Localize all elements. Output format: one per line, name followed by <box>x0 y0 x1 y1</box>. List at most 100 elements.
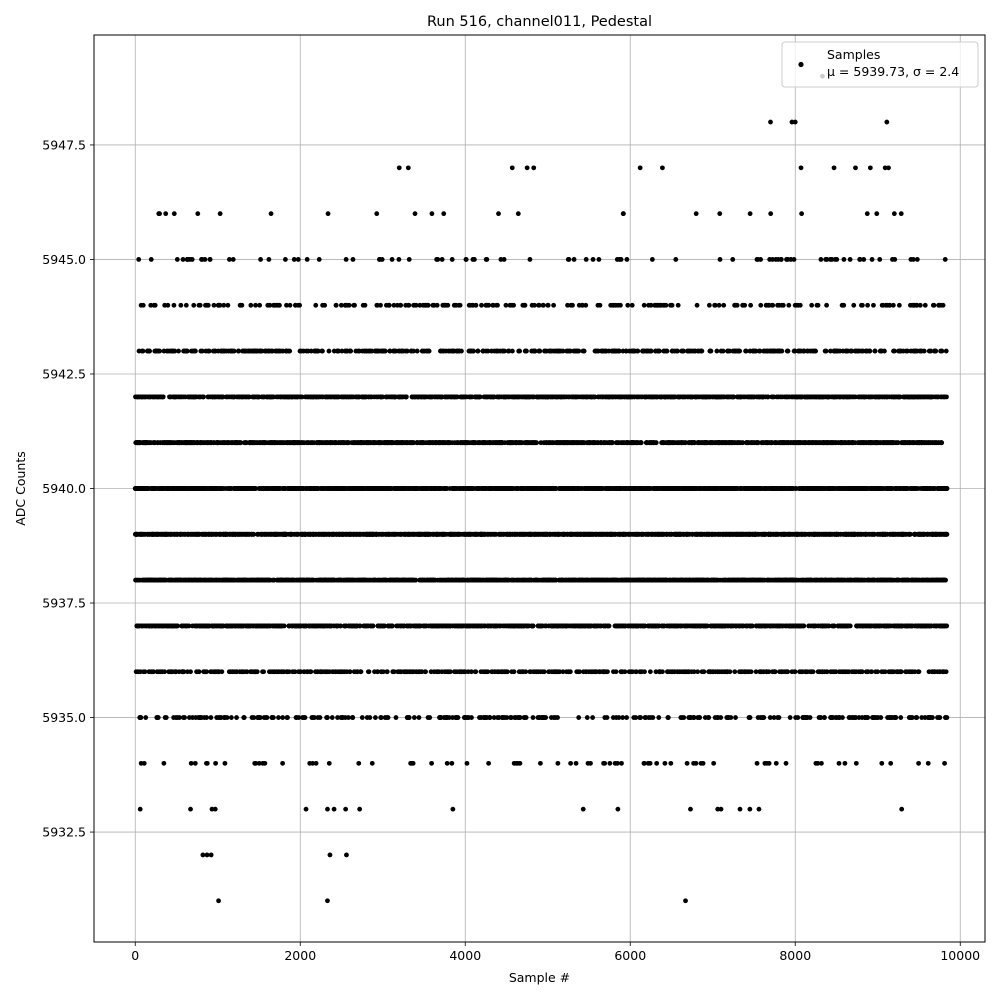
data-point <box>530 623 536 629</box>
data-point <box>138 715 144 720</box>
data-point <box>523 669 529 675</box>
data-point <box>257 302 263 308</box>
data-point <box>174 257 180 262</box>
data-point <box>192 760 198 766</box>
data-point <box>382 348 388 354</box>
data-point <box>423 669 428 675</box>
data-point <box>427 715 433 720</box>
data-point <box>434 302 440 308</box>
data-point <box>435 257 441 262</box>
data-point <box>136 257 142 262</box>
data-point <box>206 348 212 354</box>
data-point <box>162 669 168 675</box>
data-point <box>160 394 166 400</box>
data-point <box>183 302 189 308</box>
data-point <box>373 715 378 720</box>
data-point <box>455 715 461 720</box>
data-point <box>140 348 146 354</box>
data-point <box>403 394 409 400</box>
data-point <box>199 348 205 354</box>
data-point <box>495 302 500 308</box>
data-point <box>414 348 420 354</box>
data-point <box>429 211 435 217</box>
data-point <box>411 715 417 720</box>
data-point <box>515 211 521 217</box>
data-point <box>406 715 412 720</box>
data-point <box>186 623 192 629</box>
data-point <box>217 211 223 217</box>
data-point <box>253 302 258 308</box>
data-point <box>316 257 322 262</box>
data-point <box>444 760 450 766</box>
data-point <box>347 669 353 675</box>
data-point <box>379 257 385 262</box>
data-point <box>385 715 391 720</box>
data-point <box>142 669 148 675</box>
data-point <box>333 302 339 308</box>
data-point <box>501 257 507 262</box>
data-point <box>517 348 523 354</box>
data-point <box>281 623 287 629</box>
data-point <box>322 302 328 308</box>
data-point <box>221 302 227 308</box>
data-point <box>234 715 239 720</box>
data-point <box>350 715 356 720</box>
data-point <box>225 302 231 308</box>
data-point <box>192 348 198 354</box>
data-point <box>541 669 547 675</box>
data-point <box>308 669 314 675</box>
data-point <box>329 715 335 720</box>
data-point <box>151 669 156 675</box>
data-point <box>439 257 445 262</box>
data-point <box>406 257 412 262</box>
data-point <box>523 715 529 720</box>
data-point <box>320 348 325 354</box>
data-point <box>204 715 210 720</box>
data-point <box>211 302 217 308</box>
data-point <box>191 302 197 308</box>
data-point <box>479 302 484 308</box>
data-point <box>359 715 365 720</box>
data-point <box>163 211 169 217</box>
data-point <box>280 760 285 766</box>
data-point <box>425 302 431 308</box>
data-point <box>366 669 372 675</box>
data-point <box>205 302 211 308</box>
data-point <box>393 715 399 720</box>
data-point <box>176 715 182 720</box>
data-point <box>147 348 153 354</box>
data-point <box>396 257 402 262</box>
data-point <box>374 211 380 217</box>
data-point <box>178 302 184 308</box>
data-point <box>540 302 546 308</box>
data-point <box>280 715 286 720</box>
data-point <box>496 211 501 217</box>
data-point <box>389 623 395 629</box>
data-point <box>189 257 195 262</box>
data-point <box>472 257 477 262</box>
data-point <box>148 257 154 262</box>
data-point <box>241 715 247 720</box>
data-point <box>522 302 528 308</box>
data-point <box>445 302 451 308</box>
data-point <box>152 302 158 308</box>
data-points <box>132 73 950 904</box>
data-point <box>202 257 208 262</box>
data-point <box>266 257 272 262</box>
data-point <box>254 669 260 675</box>
data-point <box>163 715 169 720</box>
data-point <box>184 348 190 354</box>
data-point <box>441 211 447 217</box>
data-point <box>172 348 178 354</box>
data-point <box>369 760 375 766</box>
data-point <box>362 302 368 308</box>
data-point <box>348 348 354 354</box>
data-point <box>504 669 510 675</box>
data-point <box>487 715 493 720</box>
data-point <box>195 211 201 217</box>
data-point <box>471 348 476 354</box>
data-point <box>532 302 537 308</box>
data-point <box>180 257 186 262</box>
data-point <box>457 302 463 308</box>
